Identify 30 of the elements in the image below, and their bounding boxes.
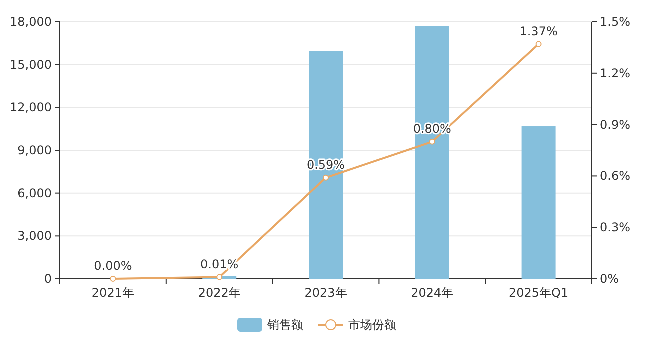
y-tick-label: 12,000 bbox=[10, 100, 52, 115]
data-label: 0.00% bbox=[94, 259, 132, 273]
y-tick-label: 3,000 bbox=[18, 229, 52, 244]
point bbox=[536, 41, 542, 48]
point bbox=[323, 174, 329, 181]
y2-tick-label: 0% bbox=[600, 272, 620, 286]
point bbox=[216, 274, 223, 280]
y-tick-label: 0 bbox=[44, 272, 52, 286]
y2-tick-label: 0.3% bbox=[600, 220, 630, 235]
x-tick-label: 2021年 bbox=[92, 286, 134, 300]
bar bbox=[415, 26, 450, 279]
point bbox=[429, 138, 436, 145]
legend-label: 市场份额 bbox=[348, 318, 396, 332]
y-tick-label: 9,000 bbox=[18, 144, 52, 158]
x-tick-label: 2022年 bbox=[198, 286, 241, 300]
y2-tick-label: 0.9% bbox=[600, 118, 630, 132]
y-tick-label: 15,000 bbox=[10, 58, 52, 72]
legend-label: 销售额 bbox=[266, 318, 304, 332]
x-tick-label: 2025年Q1 bbox=[508, 286, 569, 300]
bar bbox=[522, 126, 556, 279]
x-tick-label: 2024年 bbox=[411, 286, 454, 300]
y-tick-label: 18,000 bbox=[10, 15, 52, 29]
data-label: 1.37% bbox=[520, 24, 558, 38]
y2-tick-label: 1.5% bbox=[600, 15, 630, 29]
x-tick-label: 2023年 bbox=[304, 286, 348, 300]
y2-tick-label: 0.6% bbox=[600, 169, 630, 184]
bar bbox=[309, 51, 343, 279]
point bbox=[110, 276, 116, 282]
y-tick-label: 6,000 bbox=[18, 186, 52, 200]
y2-tick-label: 1.2% bbox=[600, 66, 630, 80]
